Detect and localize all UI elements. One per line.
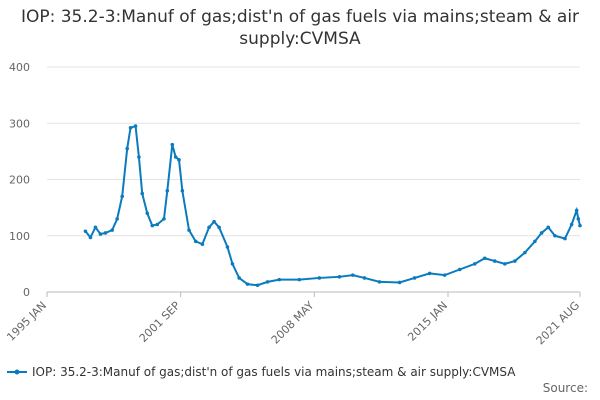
data-point — [212, 219, 216, 224]
data-point — [492, 259, 497, 263]
legend: IOP: 35.2-3:Manuf of gas;dist'n of gas f… — [6, 365, 515, 379]
data-point — [523, 250, 527, 255]
data-point — [377, 280, 382, 284]
data-point — [120, 194, 124, 199]
data-point — [165, 188, 170, 193]
data-point — [137, 155, 141, 159]
data-point — [125, 146, 130, 151]
data-point — [546, 225, 551, 230]
data-point — [150, 223, 155, 228]
data-point — [225, 245, 230, 249]
data-point — [412, 276, 417, 280]
data-point — [539, 231, 544, 235]
data-point — [207, 225, 211, 230]
data-point — [162, 217, 166, 221]
data-point — [200, 242, 205, 246]
y-tick-label: 300 — [9, 117, 30, 130]
data-point — [173, 155, 178, 159]
data-point — [180, 188, 185, 193]
data-point — [140, 191, 145, 196]
data-point — [187, 228, 191, 232]
data-point — [277, 277, 282, 282]
data-point — [230, 262, 235, 266]
data-point — [245, 282, 250, 286]
data-point — [193, 239, 198, 244]
y-tick-label: 400 — [9, 61, 30, 74]
data-point — [155, 222, 160, 227]
data-point — [133, 124, 138, 128]
data-point — [317, 276, 322, 280]
data-point — [457, 267, 462, 272]
data-point — [563, 236, 567, 241]
data-point — [427, 271, 432, 276]
data-point — [237, 276, 241, 280]
data-point — [115, 217, 119, 221]
data-point — [569, 222, 574, 227]
data-point — [297, 277, 302, 282]
data-point — [442, 273, 447, 277]
legend-swatch — [7, 369, 27, 375]
y-tick-label: 100 — [9, 230, 30, 243]
data-point — [177, 158, 181, 162]
data-point — [110, 228, 114, 232]
data-point — [578, 223, 582, 228]
data-point — [98, 232, 103, 236]
data-point — [145, 211, 150, 216]
data-point — [503, 262, 507, 266]
data-point — [265, 280, 270, 284]
data-point — [513, 259, 517, 263]
x-tick-label: 2015 JAN — [405, 299, 450, 344]
data-point — [128, 125, 133, 130]
x-tick-label: 2001 SEP — [137, 299, 183, 345]
x-tick-label: 2021 AUG — [534, 299, 583, 348]
data-point — [93, 225, 98, 230]
legend-label: IOP: 35.2-3:Manuf of gas;dist'n of gas f… — [32, 365, 516, 379]
x-tick-label: 1995 JAN — [4, 299, 49, 344]
series-line — [84, 124, 581, 287]
data-point — [217, 225, 221, 230]
data-point — [482, 256, 487, 261]
data-point — [337, 275, 342, 279]
data-point — [362, 276, 367, 280]
y-tick-label: 0 — [23, 286, 30, 299]
data-point — [350, 273, 355, 277]
chart-title: IOP: 35.2-3:Manuf of gas;dist'n of gas f… — [20, 7, 580, 49]
data-point — [553, 233, 557, 238]
data-point — [83, 229, 88, 234]
data-point — [472, 262, 477, 266]
y-tick-label: 200 — [9, 174, 30, 187]
data-point — [170, 142, 175, 147]
data-point — [103, 231, 108, 235]
data-point — [574, 208, 579, 213]
data-point — [397, 280, 402, 285]
data-point — [255, 283, 260, 288]
x-tick-label: 2008 MAY — [269, 299, 317, 347]
source: Source: — [542, 381, 588, 395]
data-point — [88, 235, 93, 240]
data-point — [533, 239, 537, 244]
data-point — [576, 217, 581, 221]
